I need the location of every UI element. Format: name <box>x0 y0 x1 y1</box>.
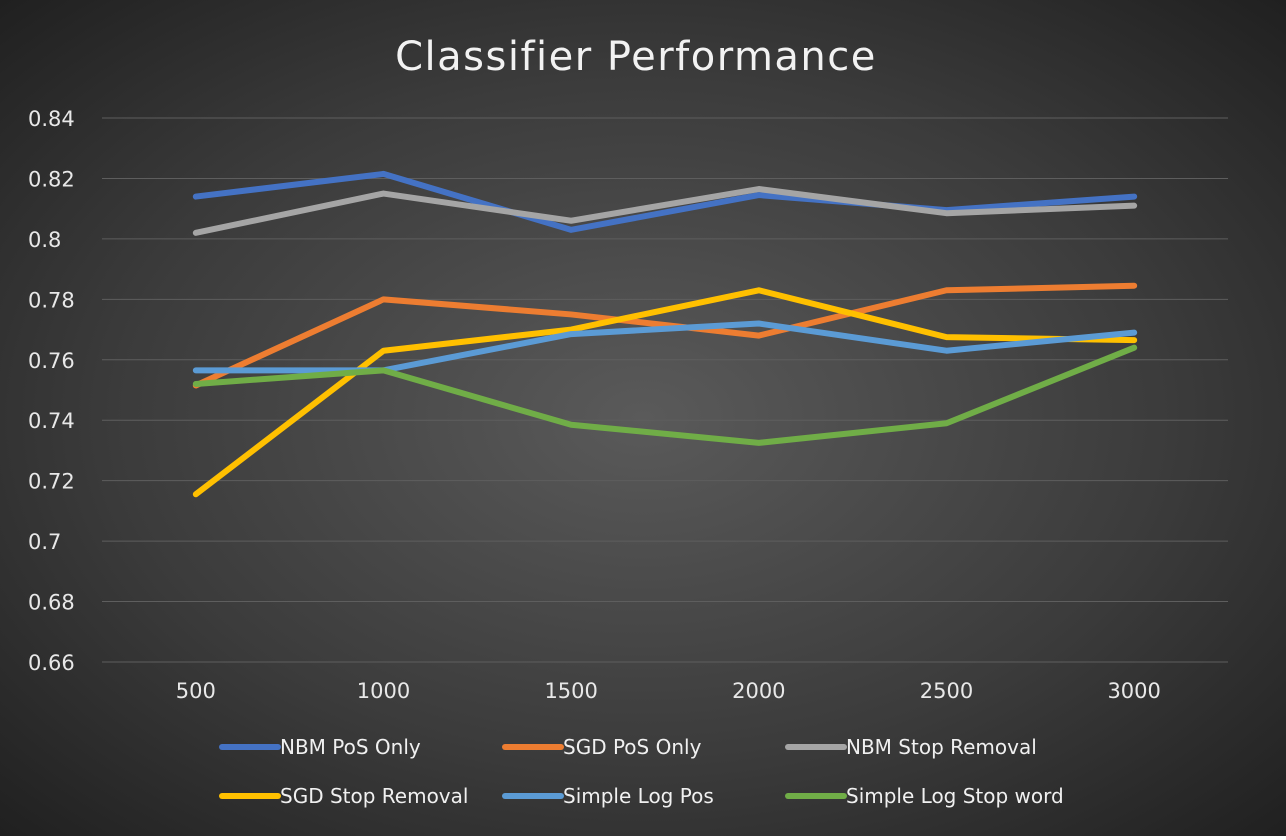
series-line-nbm-stop-removal <box>192 186 1138 236</box>
x-tick-label: 2000 <box>732 679 785 703</box>
legend-item-simple-log-stop-word: Simple Log Stop word <box>785 784 1064 808</box>
x-axis-labels: 500 1000 1500 2000 2500 3000 <box>176 679 1161 703</box>
legend: NBM PoS Only SGD PoS Only NBM Stop Removal… <box>219 735 1064 808</box>
series-line-simple-log-stop-word <box>192 344 1138 446</box>
x-tick-label: 500 <box>176 679 216 703</box>
legend-item-nbm-stop-removal: NBM Stop Removal <box>785 735 1037 759</box>
y-tick-label: 0.66 <box>28 651 75 675</box>
legend-item-simple-log-pos: Simple Log Pos <box>502 784 714 808</box>
y-tick-label: 0.72 <box>28 470 75 494</box>
y-tick-label: 0.78 <box>28 288 75 312</box>
y-axis-labels: 0.66 0.68 0.7 0.72 0.74 0.76 0.78 0.8 0.82 0.84 <box>28 107 75 675</box>
legend-label: Simple Log Stop word <box>846 784 1064 808</box>
y-tick-label: 0.84 <box>28 107 75 131</box>
series-line-nbm-pos-only <box>192 170 1138 233</box>
gridlines <box>102 117 1228 663</box>
legend-label: NBM PoS Only <box>280 735 421 759</box>
x-tick-label: 2500 <box>920 679 973 703</box>
legend-item-nbm-pos-only: NBM PoS Only <box>219 735 421 759</box>
x-tick-label: 1500 <box>544 679 597 703</box>
legend-label: NBM Stop Removal <box>846 735 1037 759</box>
y-tick-label: 0.7 <box>28 530 61 554</box>
y-tick-label: 0.82 <box>28 167 75 191</box>
legend-label: SGD PoS Only <box>563 735 702 759</box>
chart-title: Classifier Performance <box>395 34 877 80</box>
y-tick-label: 0.74 <box>28 409 75 433</box>
legend-label: Simple Log Pos <box>563 784 714 808</box>
x-tick-label: 3000 <box>1107 679 1160 703</box>
y-tick-label: 0.8 <box>28 228 61 252</box>
legend-label: SGD Stop Removal <box>280 784 468 808</box>
x-tick-label: 1000 <box>357 679 410 703</box>
y-tick-label: 0.68 <box>28 591 75 615</box>
series-lines <box>192 170 1138 498</box>
legend-item-sgd-pos-only: SGD PoS Only <box>502 735 702 759</box>
series-line-sgd-pos-only <box>192 282 1138 389</box>
y-tick-label: 0.76 <box>28 349 75 373</box>
legend-item-sgd-stop-removal: SGD Stop Removal <box>219 784 468 808</box>
